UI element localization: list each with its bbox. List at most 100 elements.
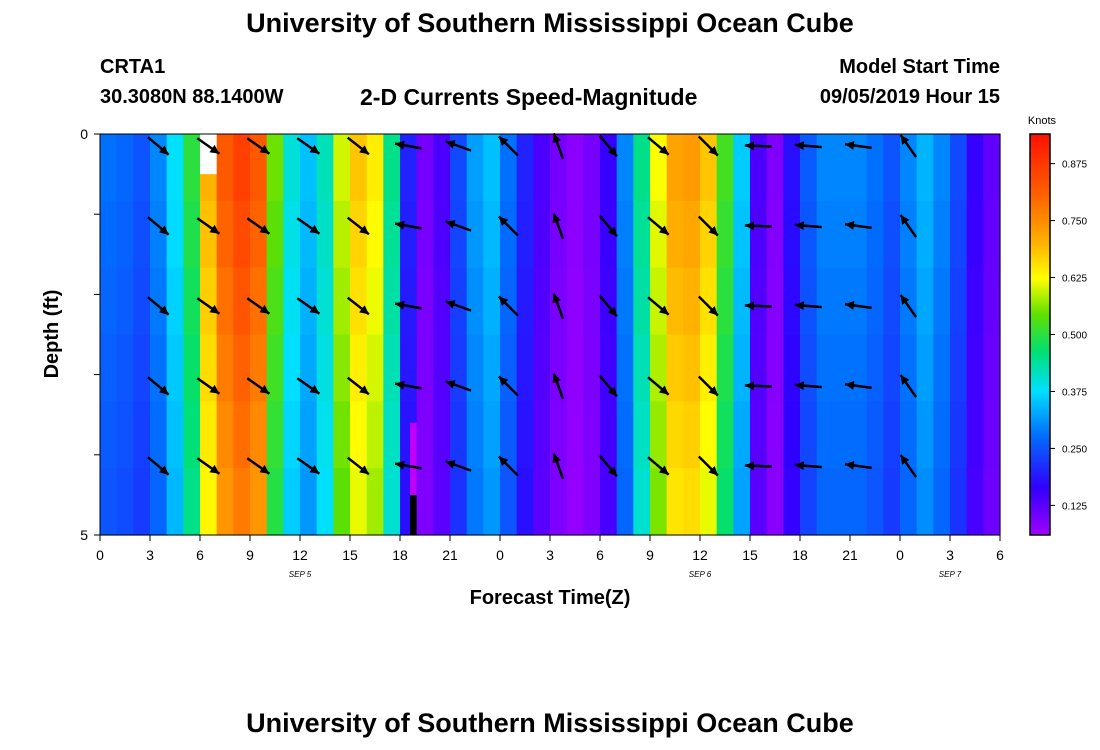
heatmap-cell [750, 334, 768, 402]
heatmap-cell [600, 334, 618, 402]
heatmap-cell [400, 134, 418, 202]
arrow-head [158, 385, 169, 395]
x-tick-label: 12 [292, 547, 308, 563]
vector-arrow [794, 301, 822, 311]
heatmap-cell [900, 401, 918, 469]
heatmap-cell [133, 334, 151, 402]
x-tick-label: 6 [996, 547, 1004, 563]
heatmap-cell [633, 267, 651, 336]
heatmap-cell [583, 334, 601, 402]
heatmap-cell [916, 134, 934, 202]
heatmap-cell [483, 401, 501, 469]
heatmap-cell [366, 401, 384, 469]
heatmap-cell [833, 134, 851, 202]
heatmap-cell [200, 334, 218, 402]
arrow-head [259, 304, 270, 314]
heatmap-cell [466, 200, 484, 269]
vector-arrow [296, 137, 321, 155]
heatmap-cell [683, 200, 701, 269]
arrow-head [900, 294, 910, 305]
arrow-head [209, 304, 220, 314]
heatmap-cell [583, 134, 601, 202]
heatmap-cell [533, 468, 551, 536]
heatmap-cell [766, 334, 784, 402]
arrow-head [309, 384, 320, 394]
heatmap-cell [700, 334, 718, 402]
heatmap-cell [216, 401, 234, 469]
heatmap-cell [883, 334, 901, 402]
heatmap-cell [150, 401, 168, 469]
vector-arrow [844, 140, 872, 150]
heatmap-cell [950, 200, 968, 269]
heatmap-cell [416, 267, 434, 336]
heatmap-cell [783, 200, 801, 269]
heatmap-cell [766, 200, 784, 269]
x-tick-label: 15 [742, 547, 758, 563]
heatmap-cell [633, 401, 651, 469]
heatmap-cell [866, 468, 884, 536]
heatmap-cell [266, 200, 284, 269]
x-tick-label: 9 [646, 547, 654, 563]
heatmap-cell [416, 468, 434, 536]
heatmap-cell [400, 267, 418, 336]
heatmap-cell [500, 267, 518, 336]
vector-arrow [647, 216, 670, 236]
heatmap-cell [750, 401, 768, 469]
colorbar-tick-label: 0.125 [1062, 501, 1087, 512]
heatmap-cell [550, 401, 568, 469]
heatmap-cell [533, 267, 551, 336]
heatmap-cell [516, 468, 534, 536]
heatmap-cell [166, 134, 184, 202]
heatmap-cell [850, 267, 868, 336]
date-label: SEP 6 [689, 570, 712, 579]
heatmap-cell [833, 334, 851, 402]
vector-arrow [296, 217, 321, 235]
heatmap-cell [200, 267, 218, 336]
arrow-head [395, 380, 405, 390]
heatmap-cell [816, 334, 834, 402]
heatmap-cell [583, 401, 601, 469]
vector-arrow [794, 221, 822, 231]
x-tick-label: 3 [946, 547, 954, 563]
vector-arrow [647, 456, 670, 476]
heatmap-cell [433, 401, 451, 469]
arrow-head [498, 136, 509, 146]
vector-arrow [647, 136, 670, 156]
arrow-head [708, 386, 718, 396]
heatmap-cell [250, 200, 268, 269]
heatmap-cell [700, 267, 718, 336]
heatmap-cell [250, 334, 268, 402]
vector-arrow [899, 374, 918, 398]
heatmap-cell [366, 267, 384, 336]
heatmap-cell [683, 134, 701, 202]
arrow-head [794, 141, 805, 151]
arrow-head [209, 464, 220, 474]
heatmap-cell [416, 200, 434, 269]
heatmap-cell [183, 334, 201, 402]
heatmap-cell [733, 134, 751, 202]
heatmap-cell [516, 334, 534, 402]
heatmap-cell [566, 134, 584, 202]
missing-data-block [200, 134, 217, 175]
vector-arrow [899, 294, 918, 318]
heatmap-cell [383, 334, 401, 402]
vector-arrow [899, 454, 918, 478]
heatmap-cell [300, 134, 318, 202]
x-tick-label: 6 [596, 547, 604, 563]
heatmap-cell [783, 267, 801, 336]
vector-arrow [445, 220, 472, 232]
heatmap-cell [883, 267, 901, 336]
heatmap-cell [466, 267, 484, 336]
arrow-head [259, 224, 270, 234]
heatmap-cell [550, 468, 568, 536]
arrow-head [658, 465, 669, 475]
heatmap-cell [933, 134, 951, 202]
heatmap-cell [150, 200, 168, 269]
model-start-value: 09/05/2019 Hour 15 [819, 86, 1000, 108]
vector-arrow [196, 457, 221, 475]
heatmap-cell [316, 200, 334, 269]
vector-arrow [296, 377, 321, 395]
heatmap-cell [516, 401, 534, 469]
vector-arrow [697, 135, 719, 157]
heatmap-cell [900, 267, 918, 336]
